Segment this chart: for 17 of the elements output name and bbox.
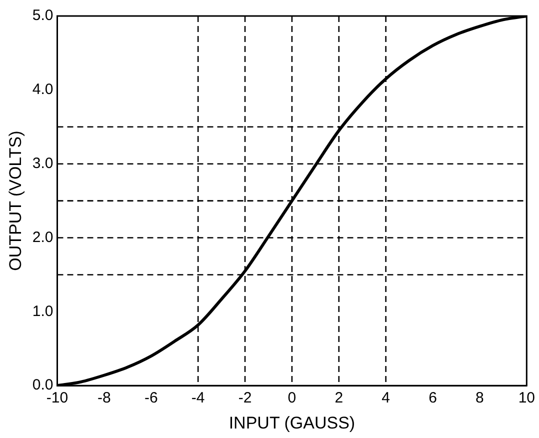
x-tick-label: -2 [238, 390, 252, 407]
y-tick-label: 2.0 [32, 228, 54, 246]
y-axis-title: OUTPUT (VOLTS) [6, 130, 25, 271]
x-tick-label: 6 [428, 390, 437, 407]
x-tick-label: 0 [288, 390, 296, 407]
x-axis-title: INPUT (GAUSS) [228, 413, 356, 432]
x-tick-label: 10 [518, 390, 535, 407]
y-tick-label: 1.0 [32, 302, 54, 320]
x-tick-label: -8 [98, 390, 111, 407]
y-tick-label: 3.0 [32, 154, 54, 172]
x-tick-label: -4 [191, 390, 205, 407]
x-tick-label: 8 [476, 390, 484, 407]
x-tick-label: -6 [144, 390, 158, 407]
y-tick-label: 5.0 [32, 7, 54, 24]
y-tick-label: 4.0 [32, 81, 54, 98]
x-tick-label: 2 [334, 390, 344, 407]
x-tick-label: 4 [382, 390, 390, 407]
